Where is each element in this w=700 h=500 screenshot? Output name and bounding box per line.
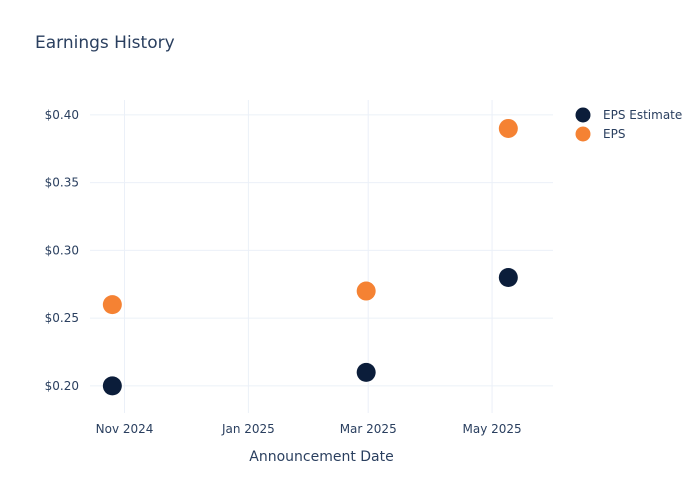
x-axis-title: Announcement Date (249, 449, 393, 465)
legend-label[interactable]: EPS Estimate (603, 108, 682, 122)
y-tick-label: $0.20 (45, 379, 79, 393)
x-tick-label: Mar 2025 (340, 422, 397, 436)
legend-marker[interactable] (575, 126, 591, 142)
legend-marker[interactable] (575, 107, 591, 123)
eps-point[interactable] (102, 295, 122, 315)
legend[interactable]: EPS Estimate EPS (575, 107, 683, 142)
eps-estimate-point[interactable] (356, 362, 376, 382)
x-tick-label: May 2025 (462, 422, 521, 436)
eps-estimate-point[interactable] (498, 268, 518, 288)
x-tick-label: Nov 2024 (96, 422, 154, 436)
eps-point[interactable] (498, 118, 518, 138)
tick-layer: Nov 2024 Jan 2025 Mar 2025 May 2025 $0.20 $0.… (45, 108, 522, 436)
eps-point[interactable] (356, 281, 376, 301)
y-tick-label: $0.30 (45, 243, 79, 257)
y-tick-label: $0.40 (45, 108, 79, 122)
y-tick-label: $0.35 (45, 176, 79, 190)
point-layer (102, 118, 518, 396)
chart-title: Earnings History (35, 33, 175, 53)
y-tick-label: $0.25 (45, 311, 79, 325)
eps-estimate-point[interactable] (102, 376, 122, 396)
grid-layer (90, 100, 553, 413)
legend-label[interactable]: EPS (603, 127, 625, 141)
x-tick-label: Jan 2025 (221, 422, 275, 436)
